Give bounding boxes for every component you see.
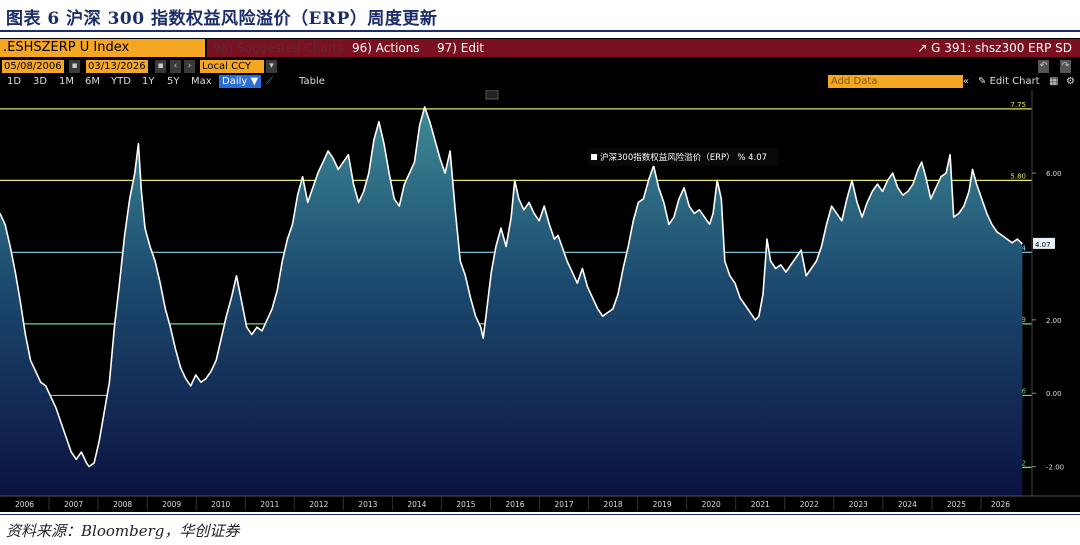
x-tick-label: 2015 — [456, 500, 475, 509]
x-tick-label: 2016 — [505, 500, 524, 509]
end-date-input[interactable]: 03/13/2026 — [86, 60, 148, 73]
x-tick-label: 2013 — [358, 500, 377, 509]
chart-type-icon[interactable]: ▦ — [1049, 76, 1059, 87]
currency-select[interactable]: Local CCY — [200, 60, 264, 73]
x-tick-label: 2010 — [211, 500, 230, 509]
x-tick-label: 2011 — [260, 500, 279, 509]
x-tick-label: 2009 — [162, 500, 181, 509]
last-value-label: 4.07 — [1035, 241, 1051, 249]
figure-caption: 图表 6 沪深 300 指数权益风险溢价（ERP）周度更新 — [6, 9, 438, 29]
chart-collapse-icon — [485, 90, 499, 100]
range-ytd-button[interactable]: YTD — [111, 76, 131, 87]
collapse-icon[interactable]: « — [963, 76, 970, 87]
last-value-badge — [1033, 237, 1055, 249]
title-toolbar: .ESHSZERP U Index 96) Suggested Charts 9… — [0, 38, 1080, 58]
range-1d-button[interactable]: 1D — [7, 76, 22, 87]
chevron-right-icon[interactable]: › — [184, 60, 195, 73]
ticker-field[interactable]: .ESHSZERP U Index — [0, 39, 205, 57]
edit-chart-label: Edit Chart — [989, 76, 1040, 87]
range-3d-button[interactable]: 3D — [33, 76, 48, 87]
bloomberg-chart-panel: .ESHSZERP U Index 96) Suggested Charts 9… — [0, 38, 1080, 512]
calendar-icon[interactable]: ▪ — [69, 60, 80, 73]
x-tick-label: 2014 — [407, 500, 426, 509]
date-toolbar: 05/08/2006 ▪ 03/13/2026 ▪ ‹ › Local CCY … — [0, 60, 1080, 74]
edit-menu[interactable]: 97) Edit — [437, 41, 485, 55]
x-tick-label: 2021 — [751, 500, 770, 509]
y-tick-label: -2.00 — [1046, 464, 1064, 472]
gear-icon[interactable]: ⚙ — [1066, 76, 1075, 87]
legend-box — [588, 148, 778, 166]
command-bar — [207, 39, 1080, 57]
x-tick-label: 2008 — [113, 500, 132, 509]
legend-label: 沪深300指数权益风险溢价（ERP） % 4.07 — [600, 152, 767, 163]
y-tick-label: 6.00 — [1046, 170, 1062, 178]
calendar-icon[interactable]: ▪ — [155, 60, 166, 73]
x-tick-label: 2023 — [849, 500, 868, 509]
range-5y-button[interactable]: 5Y — [167, 76, 180, 87]
edit-chart-button[interactable]: ✎ Edit Chart — [978, 75, 1040, 88]
x-tick-label: 2026 — [991, 500, 1010, 509]
x-tick-label: 2012 — [309, 500, 328, 509]
line-chart-icon[interactable]: ⟋ — [266, 76, 273, 87]
x-tick-label: 2025 — [947, 500, 966, 509]
y-tick-label: 0.00 — [1046, 390, 1062, 398]
sd-band-label: 7.75 — [1010, 101, 1026, 109]
caption-rule — [0, 30, 1080, 32]
legend-swatch — [591, 154, 597, 160]
source-note: 资料来源：Bloomberg，华创证券 — [6, 522, 240, 540]
suggested-charts-button[interactable]: 96) Suggested Charts — [213, 41, 344, 55]
chevron-down-icon[interactable]: ▾ — [266, 60, 277, 73]
x-tick-label: 2007 — [64, 500, 83, 509]
x-tick-label: 2019 — [653, 500, 672, 509]
table-button[interactable]: Table — [299, 76, 325, 87]
pencil-icon: ✎ — [978, 76, 987, 87]
erp-line — [0, 106, 1023, 468]
chart-title-text: G 391: shsz300 ERP SD — [931, 41, 1072, 55]
y-tick-label: 2.00 — [1046, 317, 1062, 325]
x-tick-label: 2018 — [604, 500, 623, 509]
erp-area — [0, 107, 1023, 496]
chevron-left-icon[interactable]: ‹ — [170, 60, 181, 73]
range-1y-button[interactable]: 1Y — [142, 76, 155, 87]
start-date-input[interactable]: 05/08/2006 — [2, 60, 64, 73]
range-toolbar: 1D 3D 1M 6M YTD 1Y 5Y Max Daily ▼ ⟋ Tabl… — [0, 75, 1080, 89]
actions-menu[interactable]: 96) Actions — [352, 41, 420, 55]
undo-icon[interactable]: ↶ — [1038, 60, 1049, 73]
x-tick-label: 2017 — [555, 500, 574, 509]
erp-chart: 7.755.803.841.89-0.06-2.02 6.002.000.00-… — [0, 90, 1080, 512]
x-tick-label: 2006 — [15, 500, 34, 509]
range-6m-button[interactable]: 6M — [85, 76, 100, 87]
export-icon[interactable]: ↗ — [917, 41, 928, 55]
x-tick-label: 2022 — [800, 500, 819, 509]
chart-title-label: ↗ G 391: shsz300 ERP SD — [917, 39, 1072, 57]
x-tick-label: 2024 — [898, 500, 917, 509]
add-data-input[interactable]: Add Data — [828, 75, 963, 88]
range-1m-button[interactable]: 1M — [59, 76, 74, 87]
y-axis-panel — [1032, 90, 1080, 512]
frequency-select[interactable]: Daily ▼ — [219, 75, 262, 88]
range-max-button[interactable]: Max — [191, 76, 212, 87]
sd-band-label: 5.80 — [1010, 172, 1026, 180]
redo-icon[interactable]: ↷ — [1060, 60, 1071, 73]
x-tick-label: 2020 — [702, 500, 721, 509]
source-rule-top — [0, 514, 1080, 515]
